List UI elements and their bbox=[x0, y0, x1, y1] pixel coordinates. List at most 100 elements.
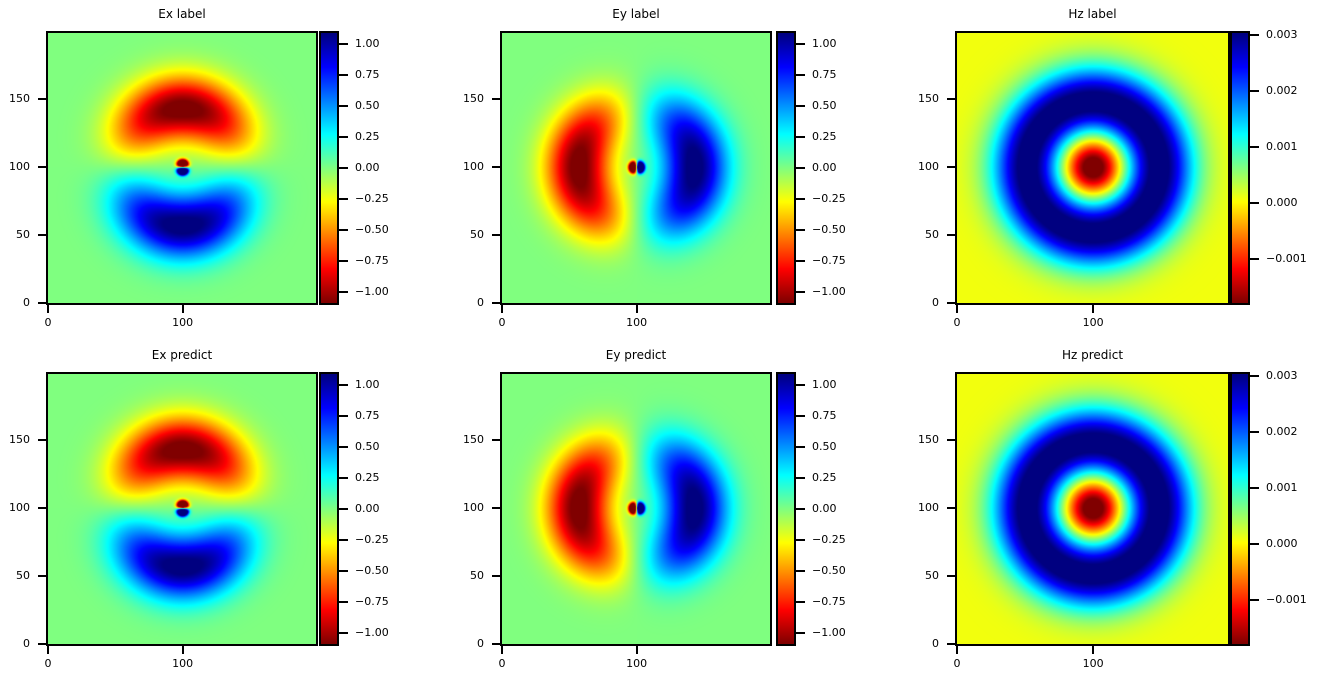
colorbar-tick-label: −0.75 bbox=[355, 254, 389, 268]
colorbar-tick bbox=[796, 539, 805, 542]
y-axis-tick-label: 50 bbox=[470, 228, 484, 242]
x-axis-tick bbox=[956, 646, 958, 654]
y-axis-tick-label: 100 bbox=[463, 160, 484, 174]
colorbar-tick bbox=[796, 414, 805, 417]
colorbar-tick-label: 0.002 bbox=[1266, 424, 1298, 438]
colorbar-tick bbox=[1250, 257, 1259, 260]
heatmap-canvas bbox=[502, 33, 770, 303]
colorbar-tick-label: 1.00 bbox=[812, 377, 837, 391]
colorbar-tick-label: −0.25 bbox=[812, 533, 846, 547]
colorbar-tick bbox=[339, 229, 348, 232]
colorbar-tick-label: 0.75 bbox=[355, 67, 380, 81]
y-axis-tick bbox=[947, 507, 955, 510]
colorbar-tick bbox=[1250, 89, 1259, 92]
y-axis-tick-label: 0 bbox=[23, 637, 30, 650]
colorbar-tick-label: 0.003 bbox=[1266, 27, 1298, 41]
colorbar-tick bbox=[339, 601, 348, 604]
colorbar-tick-label: 0.002 bbox=[1266, 83, 1298, 97]
colorbar-tick bbox=[1250, 374, 1259, 377]
colorbar bbox=[776, 31, 796, 305]
colorbar-tick bbox=[339, 104, 348, 107]
x-axis-tick-label: 0 bbox=[44, 657, 52, 670]
colorbar-tick bbox=[1250, 598, 1259, 601]
y-axis-tick-label: 50 bbox=[470, 569, 484, 583]
colorbar-tick bbox=[1250, 486, 1259, 489]
colorbar-tick bbox=[1250, 145, 1259, 148]
y-axis-tick-label: 150 bbox=[9, 433, 30, 447]
heatmap-plot-area bbox=[500, 372, 772, 646]
colorbar-tick-label: −0.75 bbox=[812, 254, 846, 268]
x-axis-tick bbox=[47, 646, 49, 654]
y-axis-tick bbox=[492, 507, 500, 510]
colorbar-tick bbox=[796, 42, 805, 45]
colorbar-tick bbox=[339, 476, 348, 479]
x-axis-tick bbox=[635, 646, 638, 654]
y-axis-tick-label: 0 bbox=[932, 637, 939, 650]
heatmap-canvas bbox=[48, 374, 316, 644]
y-axis-tick bbox=[492, 643, 500, 645]
colorbar-tick bbox=[796, 570, 805, 573]
x-axis-tick bbox=[635, 305, 638, 313]
colorbar-tick-label: 0.00 bbox=[812, 161, 837, 174]
colorbar-tick bbox=[796, 104, 805, 107]
colorbar-tick-label: −0.50 bbox=[812, 223, 846, 237]
colorbar-tick bbox=[796, 135, 805, 138]
colorbar-tick-label: 0.25 bbox=[355, 470, 380, 484]
colorbar-tick bbox=[796, 167, 805, 169]
y-axis-tick bbox=[947, 643, 955, 645]
colorbar-tick-label: 1.00 bbox=[812, 36, 837, 50]
y-axis-tick-label: 150 bbox=[918, 92, 939, 106]
subplot-title: Ex predict bbox=[151, 348, 213, 362]
x-axis-tick-label: 100 bbox=[172, 316, 194, 329]
colorbar-tick bbox=[796, 291, 805, 294]
colorbar-tick-label: −0.75 bbox=[355, 595, 389, 609]
colorbar-tick bbox=[796, 445, 805, 448]
colorbar-tick-label: 0.001 bbox=[1266, 139, 1298, 153]
y-axis-tick bbox=[38, 234, 46, 237]
colorbar-tick bbox=[796, 476, 805, 479]
x-axis-tick-label: 100 bbox=[1082, 316, 1104, 329]
colorbar-tick-label: 0.25 bbox=[355, 129, 380, 143]
y-axis-tick bbox=[38, 643, 46, 645]
colorbar-tick-label: −0.50 bbox=[812, 564, 846, 578]
y-axis-tick bbox=[492, 98, 500, 101]
colorbar-tick-label: 0.00 bbox=[355, 161, 380, 174]
colorbar-tick bbox=[1250, 430, 1259, 433]
y-axis-tick-label: 100 bbox=[918, 501, 939, 515]
heatmap-plot-area bbox=[46, 31, 318, 305]
colorbar-tick bbox=[339, 539, 348, 542]
y-axis-tick bbox=[38, 507, 46, 510]
y-axis-tick-label: 50 bbox=[16, 228, 30, 242]
y-axis-tick-label: 150 bbox=[463, 433, 484, 447]
colorbar-tick bbox=[339, 414, 348, 417]
y-axis-tick bbox=[492, 439, 500, 442]
y-axis-tick bbox=[492, 166, 500, 169]
heatmap-plot-area bbox=[500, 31, 772, 305]
colorbar-tick-label: −0.50 bbox=[355, 223, 389, 237]
y-axis-tick bbox=[38, 166, 46, 169]
heatmap-plot-area bbox=[46, 372, 318, 646]
colorbar-tick bbox=[339, 445, 348, 448]
colorbar-canvas bbox=[321, 374, 337, 644]
colorbar-tick bbox=[796, 383, 805, 386]
heatmap-plot-area bbox=[955, 372, 1230, 646]
colorbar-tick bbox=[339, 570, 348, 573]
colorbar-tick bbox=[796, 260, 805, 263]
x-axis-tick bbox=[501, 646, 503, 654]
heatmap-canvas bbox=[957, 374, 1228, 644]
colorbar-tick bbox=[339, 167, 348, 169]
y-axis-tick-label: 0 bbox=[23, 296, 30, 309]
y-axis-tick bbox=[38, 575, 46, 578]
colorbar-tick-label: 0.00 bbox=[812, 502, 837, 515]
y-axis-tick bbox=[38, 302, 46, 304]
x-axis-tick-label: 0 bbox=[498, 657, 506, 670]
colorbar-tick bbox=[339, 42, 348, 45]
colorbar-canvas bbox=[1232, 33, 1248, 303]
colorbar-tick-label: −0.25 bbox=[355, 192, 389, 206]
colorbar-tick bbox=[796, 632, 805, 635]
colorbar-tick-label: −1.00 bbox=[812, 285, 846, 299]
y-axis-tick bbox=[947, 439, 955, 442]
colorbar-tick-label: −0.50 bbox=[355, 564, 389, 578]
subplot-title: Ey predict bbox=[605, 348, 667, 362]
y-axis-tick bbox=[947, 98, 955, 101]
